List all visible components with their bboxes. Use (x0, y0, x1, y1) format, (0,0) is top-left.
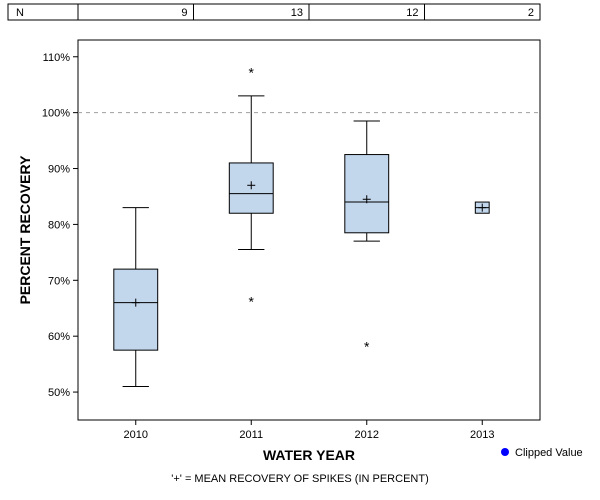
chart-bg (0, 0, 600, 500)
outlier-marker: * (364, 338, 370, 354)
x-axis-label: WATER YEAR (263, 447, 355, 463)
box (345, 155, 389, 233)
y-axis-label: PERCENT RECOVERY (17, 155, 33, 305)
n-value: 2 (528, 7, 534, 19)
x-tick-label: 2011 (239, 429, 263, 441)
y-tick-label: 60% (48, 331, 70, 343)
n-header-label: N (16, 7, 24, 19)
x-tick-label: 2013 (470, 429, 494, 441)
boxplot-chart: N 9 13 12 2 50% 60% 70% 80% 90% 100% 110% 2010 2011 20… (0, 0, 600, 500)
x-tick-label: 2012 (355, 429, 379, 441)
outlier-marker: * (249, 294, 255, 310)
y-tick-label: 100% (42, 108, 70, 120)
y-tick-label: 110% (43, 52, 71, 64)
legend-marker-icon (501, 448, 509, 456)
outlier-marker: * (249, 65, 255, 81)
y-tick-label: 90% (48, 164, 70, 176)
box (114, 269, 158, 350)
n-value: 13 (291, 7, 303, 19)
n-value: 9 (181, 7, 187, 19)
x-tick-label: 2010 (124, 429, 148, 441)
y-tick-label: 80% (48, 219, 70, 231)
y-tick-label: 50% (48, 387, 70, 399)
n-value: 12 (406, 7, 418, 19)
legend-text: Clipped Value (515, 447, 583, 459)
footnote-text: '+' = MEAN RECOVERY OF SPIKES (IN PERCEN… (171, 473, 428, 485)
y-tick-label: 70% (48, 275, 70, 287)
